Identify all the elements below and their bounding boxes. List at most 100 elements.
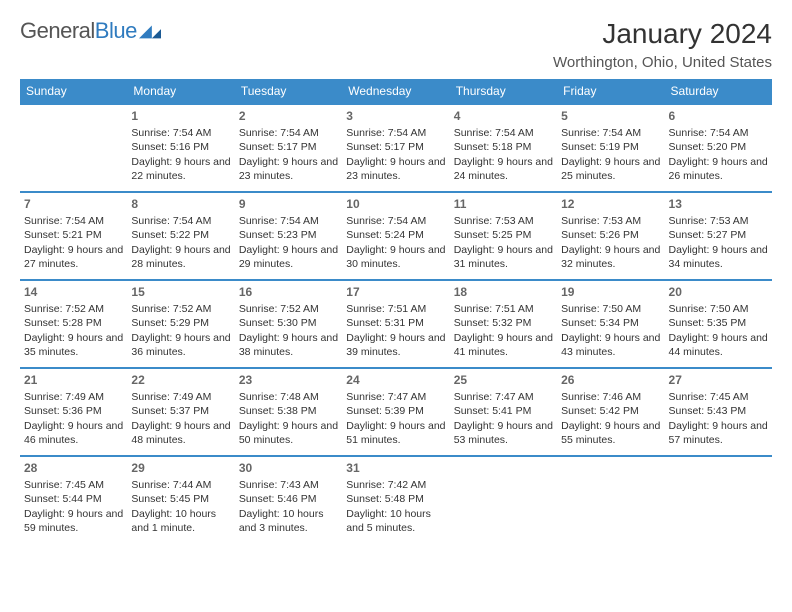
sunset-line: Sunset: 5:34 PM (561, 316, 660, 330)
sunset-line: Sunset: 5:21 PM (24, 228, 123, 242)
day-cell-15: 15Sunrise: 7:52 AMSunset: 5:29 PMDayligh… (127, 280, 234, 368)
day-cell-11: 11Sunrise: 7:53 AMSunset: 5:25 PMDayligh… (450, 192, 557, 280)
sunrise-line: Sunrise: 7:45 AM (24, 478, 123, 492)
daylight-line: Daylight: 9 hours and 32 minutes. (561, 243, 660, 271)
sunset-line: Sunset: 5:48 PM (346, 492, 445, 506)
day-number: 21 (24, 372, 123, 388)
day-cell-31: 31Sunrise: 7:42 AMSunset: 5:48 PMDayligh… (342, 456, 449, 544)
daylight-line: Daylight: 9 hours and 28 minutes. (131, 243, 230, 271)
day-number: 18 (454, 284, 553, 300)
sunrise-line: Sunrise: 7:54 AM (131, 214, 230, 228)
sunset-line: Sunset: 5:37 PM (131, 404, 230, 418)
day-number: 25 (454, 372, 553, 388)
daylight-line: Daylight: 9 hours and 23 minutes. (239, 155, 338, 183)
day-cell-27: 27Sunrise: 7:45 AMSunset: 5:43 PMDayligh… (665, 368, 772, 456)
daylight-line: Daylight: 9 hours and 44 minutes. (669, 331, 768, 359)
day-number: 10 (346, 196, 445, 212)
day-cell-29: 29Sunrise: 7:44 AMSunset: 5:45 PMDayligh… (127, 456, 234, 544)
sunrise-line: Sunrise: 7:51 AM (454, 302, 553, 316)
daylight-line: Daylight: 9 hours and 36 minutes. (131, 331, 230, 359)
sunset-line: Sunset: 5:16 PM (131, 140, 230, 154)
day-cell-19: 19Sunrise: 7:50 AMSunset: 5:34 PMDayligh… (557, 280, 664, 368)
day-cell-25: 25Sunrise: 7:47 AMSunset: 5:41 PMDayligh… (450, 368, 557, 456)
daylight-line: Daylight: 9 hours and 55 minutes. (561, 419, 660, 447)
daylight-line: Daylight: 9 hours and 46 minutes. (24, 419, 123, 447)
sunrise-line: Sunrise: 7:54 AM (669, 126, 768, 140)
sunset-line: Sunset: 5:24 PM (346, 228, 445, 242)
day-number: 28 (24, 460, 123, 476)
day-number: 23 (239, 372, 338, 388)
sunrise-line: Sunrise: 7:47 AM (454, 390, 553, 404)
sunrise-line: Sunrise: 7:54 AM (24, 214, 123, 228)
day-number: 17 (346, 284, 445, 300)
day-number: 14 (24, 284, 123, 300)
day-cell-empty (557, 456, 664, 544)
sunset-line: Sunset: 5:31 PM (346, 316, 445, 330)
day-number: 29 (131, 460, 230, 476)
day-number: 13 (669, 196, 768, 212)
sunset-line: Sunset: 5:23 PM (239, 228, 338, 242)
calendar-table: SundayMondayTuesdayWednesdayThursdayFrid… (20, 79, 772, 544)
sunset-line: Sunset: 5:39 PM (346, 404, 445, 418)
day-cell-empty (450, 456, 557, 544)
daylight-line: Daylight: 9 hours and 59 minutes. (24, 507, 123, 535)
weekday-monday: Monday (127, 79, 234, 104)
calendar-row: 1Sunrise: 7:54 AMSunset: 5:16 PMDaylight… (20, 104, 772, 192)
day-number: 16 (239, 284, 338, 300)
logo-word1: General (20, 18, 95, 43)
daylight-line: Daylight: 9 hours and 27 minutes. (24, 243, 123, 271)
weekday-tuesday: Tuesday (235, 79, 342, 104)
day-number: 20 (669, 284, 768, 300)
weekday-thursday: Thursday (450, 79, 557, 104)
sunrise-line: Sunrise: 7:54 AM (131, 126, 230, 140)
sunrise-line: Sunrise: 7:43 AM (239, 478, 338, 492)
sunrise-line: Sunrise: 7:52 AM (24, 302, 123, 316)
weekday-sunday: Sunday (20, 79, 127, 104)
logo-word2: Blue (95, 18, 137, 43)
day-cell-5: 5Sunrise: 7:54 AMSunset: 5:19 PMDaylight… (557, 104, 664, 192)
sunset-line: Sunset: 5:19 PM (561, 140, 660, 154)
sunset-line: Sunset: 5:20 PM (669, 140, 768, 154)
calendar-row: 7Sunrise: 7:54 AMSunset: 5:21 PMDaylight… (20, 192, 772, 280)
day-cell-empty (665, 456, 772, 544)
day-number: 1 (131, 108, 230, 124)
day-number: 6 (669, 108, 768, 124)
sunrise-line: Sunrise: 7:42 AM (346, 478, 445, 492)
sunset-line: Sunset: 5:25 PM (454, 228, 553, 242)
sunset-line: Sunset: 5:35 PM (669, 316, 768, 330)
daylight-line: Daylight: 9 hours and 48 minutes. (131, 419, 230, 447)
day-cell-2: 2Sunrise: 7:54 AMSunset: 5:17 PMDaylight… (235, 104, 342, 192)
sunrise-line: Sunrise: 7:44 AM (131, 478, 230, 492)
sunrise-line: Sunrise: 7:54 AM (239, 214, 338, 228)
daylight-line: Daylight: 9 hours and 38 minutes. (239, 331, 338, 359)
logo-text: GeneralBlue (20, 18, 137, 44)
sunrise-line: Sunrise: 7:52 AM (131, 302, 230, 316)
day-number: 27 (669, 372, 768, 388)
sunset-line: Sunset: 5:29 PM (131, 316, 230, 330)
daylight-line: Daylight: 9 hours and 24 minutes. (454, 155, 553, 183)
location-text: Worthington, Ohio, United States (553, 54, 772, 71)
day-cell-3: 3Sunrise: 7:54 AMSunset: 5:17 PMDaylight… (342, 104, 449, 192)
day-cell-4: 4Sunrise: 7:54 AMSunset: 5:18 PMDaylight… (450, 104, 557, 192)
day-cell-16: 16Sunrise: 7:52 AMSunset: 5:30 PMDayligh… (235, 280, 342, 368)
day-number: 5 (561, 108, 660, 124)
sunrise-line: Sunrise: 7:49 AM (24, 390, 123, 404)
day-cell-26: 26Sunrise: 7:46 AMSunset: 5:42 PMDayligh… (557, 368, 664, 456)
sunset-line: Sunset: 5:30 PM (239, 316, 338, 330)
weekday-saturday: Saturday (665, 79, 772, 104)
day-cell-14: 14Sunrise: 7:52 AMSunset: 5:28 PMDayligh… (20, 280, 127, 368)
day-number: 11 (454, 196, 553, 212)
day-cell-7: 7Sunrise: 7:54 AMSunset: 5:21 PMDaylight… (20, 192, 127, 280)
daylight-line: Daylight: 9 hours and 35 minutes. (24, 331, 123, 359)
day-cell-13: 13Sunrise: 7:53 AMSunset: 5:27 PMDayligh… (665, 192, 772, 280)
sunrise-line: Sunrise: 7:53 AM (561, 214, 660, 228)
weekday-friday: Friday (557, 79, 664, 104)
daylight-line: Daylight: 10 hours and 1 minute. (131, 507, 230, 535)
sunrise-line: Sunrise: 7:51 AM (346, 302, 445, 316)
calendar-row: 28Sunrise: 7:45 AMSunset: 5:44 PMDayligh… (20, 456, 772, 544)
daylight-line: Daylight: 9 hours and 41 minutes. (454, 331, 553, 359)
day-cell-6: 6Sunrise: 7:54 AMSunset: 5:20 PMDaylight… (665, 104, 772, 192)
daylight-line: Daylight: 9 hours and 30 minutes. (346, 243, 445, 271)
day-number: 31 (346, 460, 445, 476)
sunrise-line: Sunrise: 7:50 AM (669, 302, 768, 316)
